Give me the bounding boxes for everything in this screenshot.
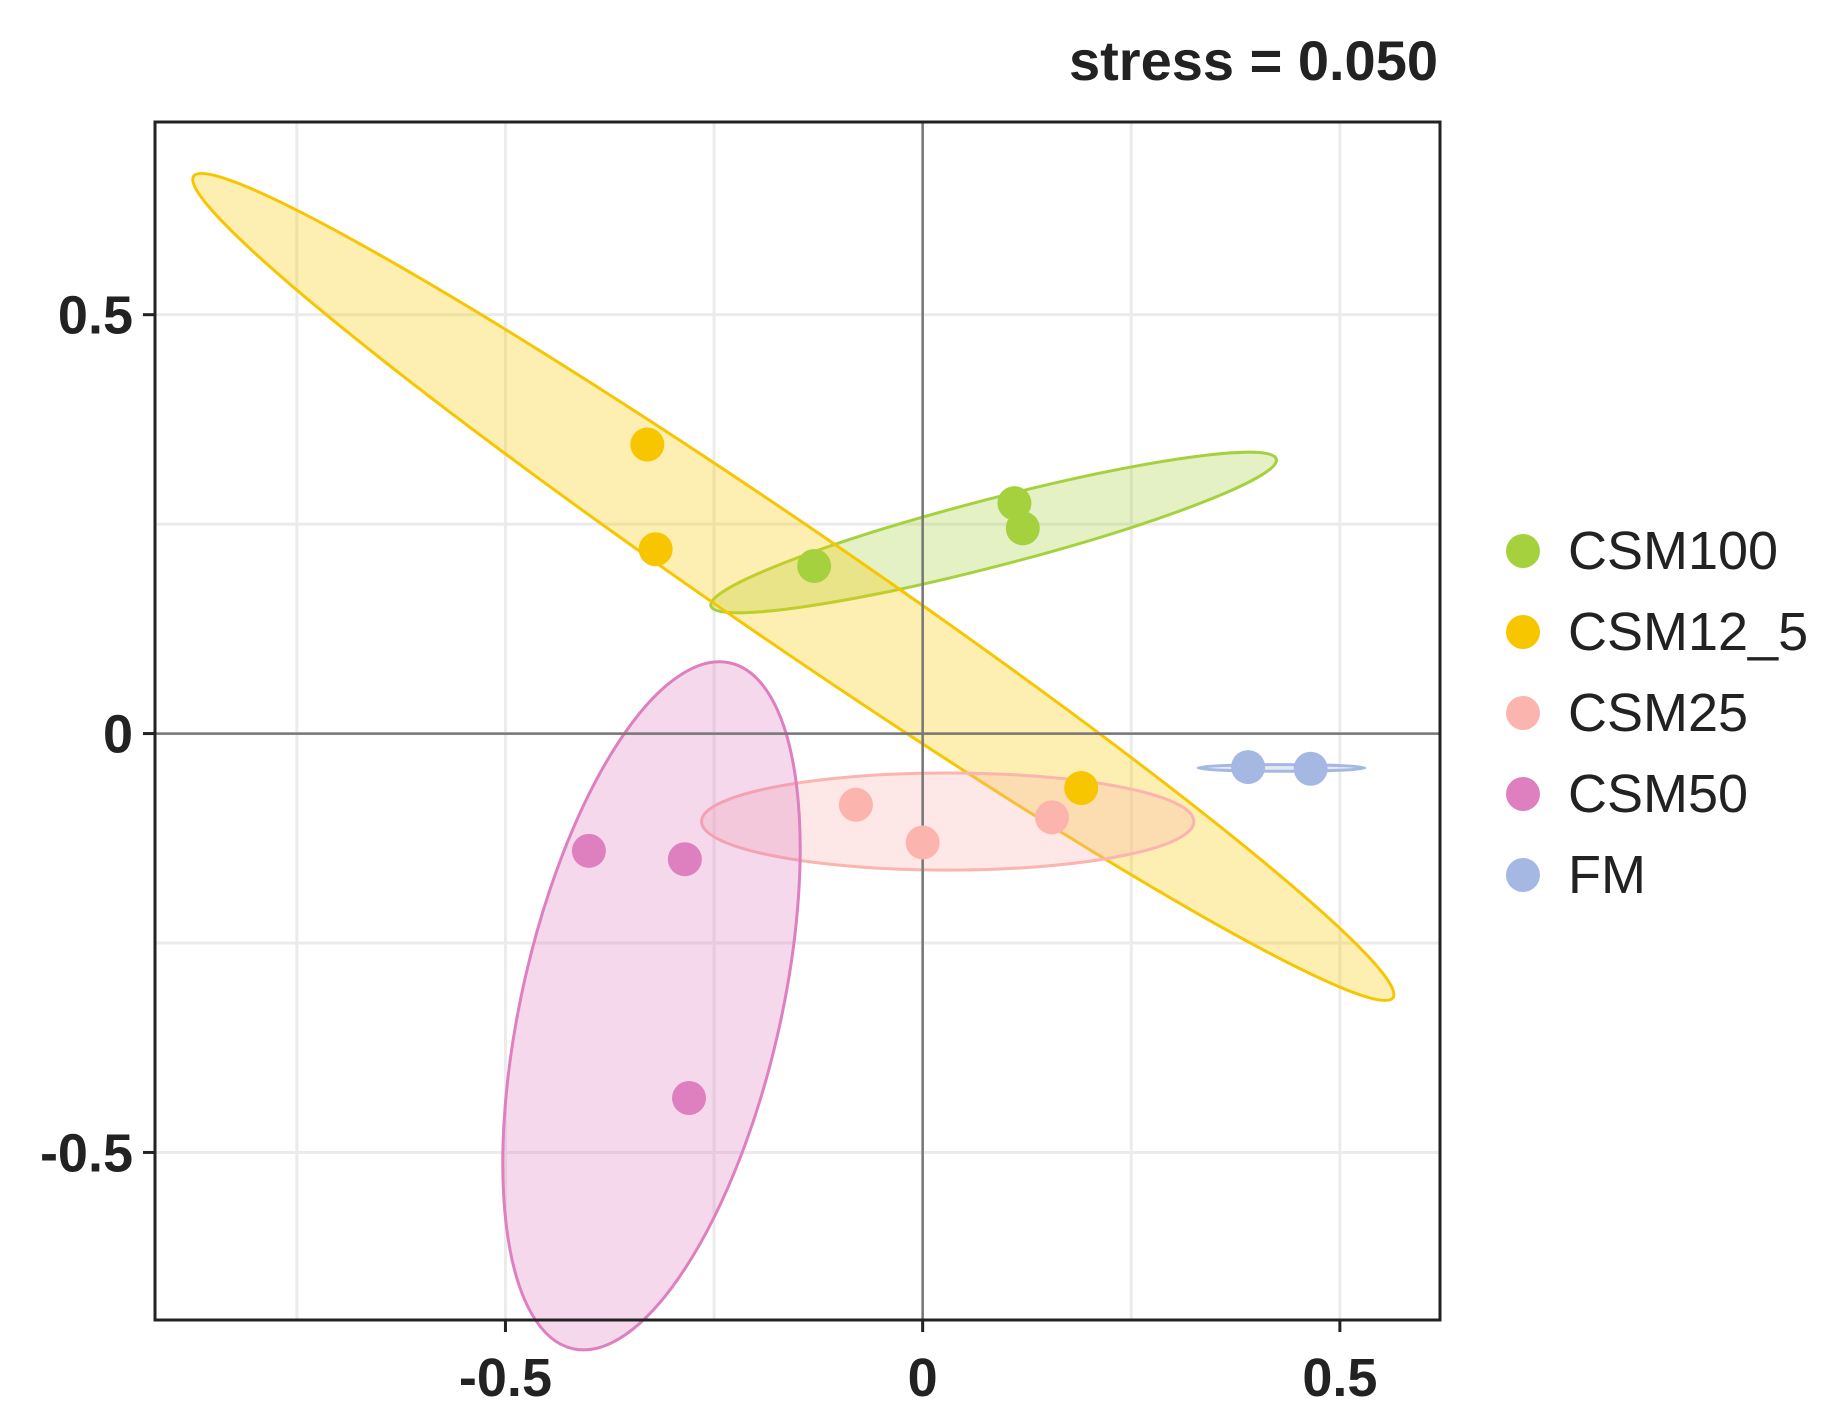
legend-label: CSM12_5	[1568, 601, 1809, 662]
ellipse-csm50	[501, 660, 802, 1352]
plot-border	[153, 120, 1442, 1322]
legend-swatch	[1506, 857, 1540, 892]
point-csm12-5	[1064, 771, 1099, 806]
data-points	[571, 427, 1328, 1115]
legend-swatch	[1506, 533, 1540, 568]
legend-label: CSM50	[1568, 763, 1749, 824]
legend-item-csm25: CSM25	[1506, 672, 1808, 753]
legend-label: CSM25	[1568, 682, 1749, 743]
legend-label: FM	[1568, 844, 1646, 905]
point-csm50	[571, 833, 606, 868]
y-tick-label: 0	[103, 705, 133, 765]
x-tick-label: 0	[908, 1348, 938, 1408]
point-csm100	[797, 549, 832, 584]
point-csm25	[838, 787, 873, 822]
axis-ticks: -0.5 0 0.5 -0.5 0 0.5	[40, 286, 1377, 1408]
legend-item-fm: FM	[1506, 834, 1808, 915]
point-csm50	[667, 842, 702, 877]
y-tick-label: 0.5	[58, 286, 133, 346]
point-csm25	[1034, 800, 1069, 835]
point-csm25	[905, 825, 940, 860]
legend-item-csm100: CSM100	[1506, 510, 1808, 591]
x-tick-label: -0.5	[459, 1348, 552, 1408]
point-csm100	[1005, 511, 1040, 546]
point-csm12-5	[638, 532, 673, 567]
point-fm	[1293, 751, 1328, 786]
stress-label: stress = 0.050	[1069, 29, 1438, 92]
y-tick-label: -0.5	[40, 1123, 133, 1183]
zero-lines	[155, 122, 1440, 1320]
point-csm50	[672, 1080, 707, 1115]
point-fm	[1231, 750, 1266, 785]
point-csm12-5	[630, 427, 665, 462]
legend-label: CSM100	[1568, 520, 1779, 581]
ellipse-fm	[1196, 763, 1367, 773]
ellipse-csm100	[709, 450, 1278, 615]
legend-swatch	[1506, 695, 1540, 730]
legend-swatch	[1506, 776, 1540, 811]
x-tick-label: 0.5	[1302, 1348, 1377, 1408]
legend-item-csm50: CSM50	[1506, 753, 1808, 834]
legend-swatch	[1506, 614, 1540, 649]
legend: CSM100 CSM12_5 CSM25 CSM50 FM	[1506, 510, 1808, 915]
legend-item-csm12-5: CSM12_5	[1506, 591, 1808, 672]
